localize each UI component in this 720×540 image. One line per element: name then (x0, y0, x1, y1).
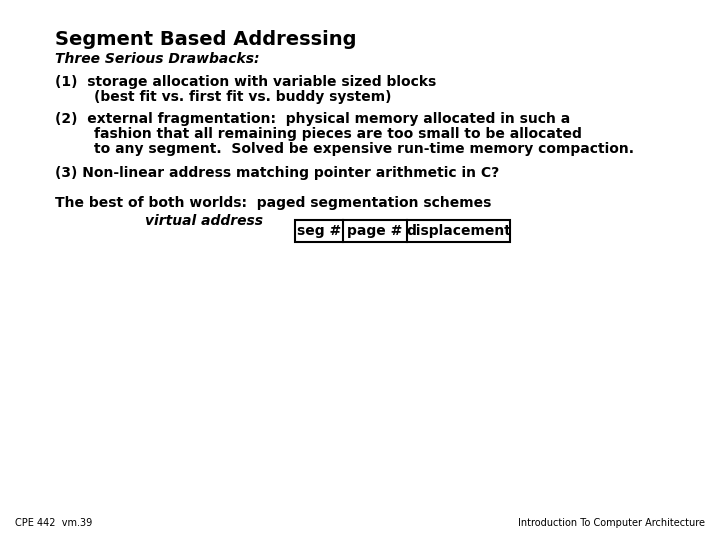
Text: seg #: seg # (297, 224, 341, 238)
Text: page #: page # (347, 224, 402, 238)
Text: Three Serious Drawbacks:: Three Serious Drawbacks: (55, 52, 259, 66)
Text: (3) Non-linear address matching pointer arithmetic in C?: (3) Non-linear address matching pointer … (55, 166, 499, 180)
Text: Segment Based Addressing: Segment Based Addressing (55, 30, 356, 49)
Text: The best of both worlds:  paged segmentation schemes: The best of both worlds: paged segmentat… (55, 196, 491, 210)
Text: displacement: displacement (406, 224, 511, 238)
Text: (best fit vs. first fit vs. buddy system): (best fit vs. first fit vs. buddy system… (55, 90, 392, 104)
Bar (295, 220, 510, 242)
Text: CPE 442  vm.39: CPE 442 vm.39 (15, 518, 92, 528)
Text: Introduction To Computer Architecture: Introduction To Computer Architecture (518, 518, 705, 528)
Text: fashion that all remaining pieces are too small to be allocated: fashion that all remaining pieces are to… (55, 127, 582, 141)
Text: virtual address: virtual address (145, 214, 263, 228)
Text: (2)  external fragmentation:  physical memory allocated in such a: (2) external fragmentation: physical mem… (55, 112, 570, 126)
Text: to any segment.  Solved be expensive run-time memory compaction.: to any segment. Solved be expensive run-… (55, 142, 634, 156)
Text: (1)  storage allocation with variable sized blocks: (1) storage allocation with variable siz… (55, 75, 436, 89)
